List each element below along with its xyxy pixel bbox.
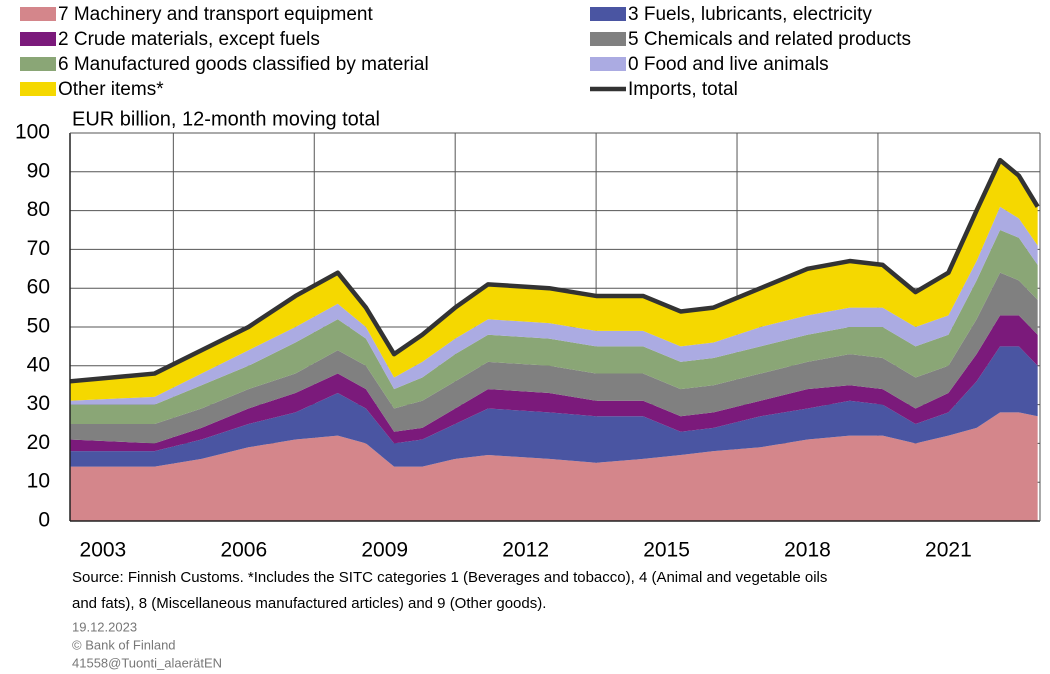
x-tick-label: 2018 (784, 539, 831, 562)
area (70, 412, 1038, 521)
x-tick-label: 2012 (502, 539, 549, 562)
legend-swatch (20, 57, 56, 71)
x-tick-label: 2021 (925, 539, 972, 562)
legend-label: 3 Fuels, lubricants, electricity (628, 4, 872, 25)
legend-swatch (20, 32, 56, 46)
legend-swatch (590, 7, 626, 21)
legend-label: 0 Food and live animals (628, 54, 829, 75)
legend-label: Imports, total (628, 79, 738, 100)
legend-label: 5 Chemicals and related products (628, 29, 911, 50)
y-tick-label: 50 (27, 315, 50, 338)
y-tick-label: 80 (27, 198, 50, 221)
x-tick-label: 2006 (220, 539, 267, 562)
legend-swatch (20, 82, 56, 96)
y-tick-label: 0 (38, 509, 50, 532)
area (70, 346, 1038, 467)
x-tick-label: 2015 (643, 539, 690, 562)
x-tick-label: 2009 (361, 539, 408, 562)
y-tick-label: 90 (27, 159, 50, 182)
legend-swatch (590, 57, 626, 71)
legend-label: 2 Crude materials, except fuels (58, 29, 320, 50)
area (70, 230, 1038, 424)
y-tick-label: 40 (27, 353, 50, 376)
y-tick-label: 10 (27, 470, 50, 493)
x-tick-label: 2003 (80, 539, 127, 562)
y-tick-label: 20 (27, 431, 50, 454)
legend-label: 6 Manufactured goods classified by mater… (58, 54, 429, 75)
chart-id: 41558@Tuonti_alaerätEN (72, 655, 222, 670)
legend-swatch (590, 32, 626, 46)
area (70, 272, 1038, 444)
copyright: © Bank of Finland (72, 637, 176, 652)
y-tick-label: 30 (27, 392, 50, 415)
y-tick-label: 70 (27, 237, 50, 260)
unit-label: EUR billion, 12-month moving total (72, 108, 380, 130)
legend-label: Other items* (58, 79, 164, 100)
note: and fats), 8 (Miscellaneous manufactured… (72, 595, 546, 612)
area (70, 160, 1038, 401)
y-tick-label: 60 (27, 276, 50, 299)
legend-label: 7 Machinery and transport equipment (58, 4, 373, 25)
note: Source: Finnish Customs. *Includes the S… (72, 569, 827, 586)
legend-swatch (20, 7, 56, 21)
total-line (69, 157, 1040, 384)
y-tick-label: 100 (15, 121, 50, 144)
date: 19.12.2023 (72, 619, 137, 634)
